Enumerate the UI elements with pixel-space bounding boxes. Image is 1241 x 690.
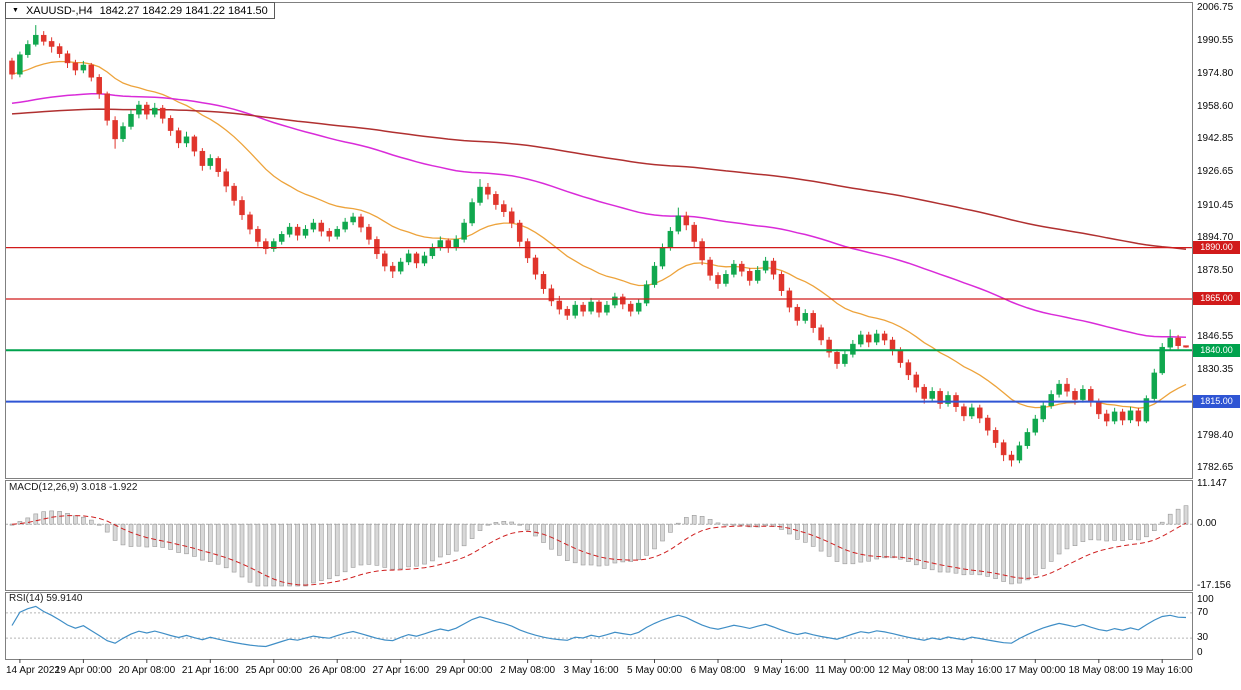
time-axis-label: 19 Apr 00:00 xyxy=(55,665,112,676)
y-axis-price-label: 1782.65 xyxy=(1197,462,1234,473)
macd-signal-line xyxy=(11,515,1187,586)
time-axis-label: 26 Apr 08:00 xyxy=(308,665,366,676)
horizontal-price-lines[interactable] xyxy=(6,246,1192,403)
time-axis-label: 25 Apr 00:00 xyxy=(245,665,303,676)
ma-line-slow xyxy=(11,108,1187,250)
price-line-badge[interactable]: 1890.00 xyxy=(1193,241,1240,255)
chart-symbol-period: XAUUSD-,H4 xyxy=(25,4,93,17)
price-line-badge[interactable]: 1840.00 xyxy=(1193,343,1240,357)
moving-average-lines xyxy=(11,60,1187,409)
rsi-line xyxy=(11,605,1187,648)
chart-ohlc-values: 1842.27 1842.29 1841.22 1841.50 xyxy=(99,4,268,17)
ma-line-fast xyxy=(11,60,1187,409)
y-axis-price-label: 1926.65 xyxy=(1197,166,1234,178)
candlesticks xyxy=(9,25,1189,467)
y-axis-price-label: 1942.85 xyxy=(1197,133,1234,145)
y-axis-price-label: 1878.50 xyxy=(1197,265,1234,277)
time-axis-label: 5 May 00:00 xyxy=(626,665,683,676)
y-axis-price-label: 1974.80 xyxy=(1197,67,1234,79)
time-axis-label: 19 May 16:00 xyxy=(1131,665,1193,676)
y-axis-price-label: 1910.45 xyxy=(1197,199,1234,211)
time-axis-label: 29 Apr 00:00 xyxy=(435,665,493,676)
y-axis-price-label: 1830.35 xyxy=(1197,364,1234,376)
macd-axis-label: 11.147 xyxy=(1197,478,1227,489)
price-line-badge[interactable]: 1815.00 xyxy=(1193,395,1240,409)
time-axis-label: 20 Apr 08:00 xyxy=(118,665,176,676)
macd-axis-label: 0.00 xyxy=(1197,518,1217,530)
rsi-axis-label: 0 xyxy=(1197,647,1203,658)
ma-line-medium xyxy=(11,93,1187,338)
time-axis-label: 17 May 00:00 xyxy=(1004,665,1066,676)
time-axis-label: 9 May 16:00 xyxy=(753,665,809,676)
rsi-axis-label: 30 xyxy=(1197,632,1209,644)
time-axis-label: 27 Apr 16:00 xyxy=(372,665,430,676)
time-axis-label: 18 May 08:00 xyxy=(1068,665,1130,676)
y-axis-price-label: 2006.75 xyxy=(1197,2,1234,13)
macd-axis-label: -17.156 xyxy=(1197,580,1231,591)
time-axis-label: 3 May 16:00 xyxy=(563,665,619,676)
rsi-indicator-label: RSI(14) 59.9140 xyxy=(9,593,83,604)
y-axis-price-label: 1798.40 xyxy=(1197,429,1234,441)
time-axis-label: 14 Apr 2022 xyxy=(6,665,60,676)
y-axis-price-label: 1990.55 xyxy=(1197,35,1234,47)
time-axis-label: 21 Apr 16:00 xyxy=(181,665,239,676)
price-line-badge[interactable]: 1865.00 xyxy=(1193,292,1240,306)
chart-marker-icon: ▼ xyxy=(12,7,19,14)
macd-indicator-label: MACD(12,26,9) 3.018 -1.922 xyxy=(9,482,138,493)
time-axis-label: 12 May 08:00 xyxy=(878,665,939,676)
chart-title-box[interactable]: ▼ XAUUSD-,H4 1842.27 1842.29 1841.22 184… xyxy=(5,2,275,19)
rsi-axis-label: 100 xyxy=(1197,594,1214,605)
time-axis-label: 13 May 16:00 xyxy=(941,665,1003,676)
y-axis-price-label: 1894.70 xyxy=(1197,232,1234,243)
panel-borders xyxy=(5,2,1193,660)
time-axis-label: 6 May 08:00 xyxy=(690,665,746,676)
macd-histogram xyxy=(9,505,1189,587)
y-axis-price-label: 1846.55 xyxy=(1197,330,1234,342)
time-axis-label: 11 May 00:00 xyxy=(814,665,875,676)
time-axis-label: 2 May 08:00 xyxy=(500,665,556,676)
rsi-axis-label: 70 xyxy=(1197,606,1209,618)
y-axis-price-label: 1958.60 xyxy=(1197,100,1234,112)
